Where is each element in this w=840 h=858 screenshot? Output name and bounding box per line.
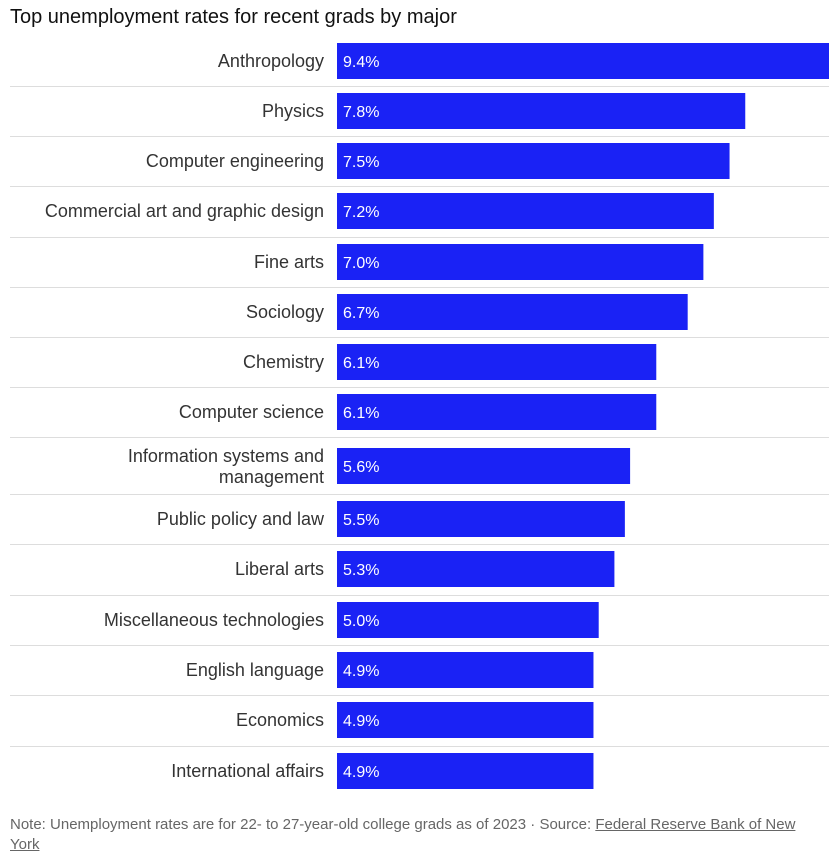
category-label: International affairs [171, 761, 324, 781]
bar [337, 702, 594, 738]
bar-value-label: 6.1% [343, 355, 379, 372]
bar-value-label: 9.4% [343, 54, 379, 71]
category-label: Anthropology [218, 51, 324, 71]
category-label: Liberal arts [235, 559, 324, 579]
category-label: Chemistry [243, 352, 324, 372]
bar [337, 602, 599, 638]
bar-value-label: 5.5% [343, 512, 379, 529]
bar-value-label: 7.0% [343, 255, 379, 272]
footnote-note: Note: Unemployment rates are for 22- to … [10, 816, 527, 833]
category-label: Public policy and law [157, 509, 325, 529]
bar [337, 294, 688, 330]
bar [337, 143, 730, 179]
category-label: Computer science [179, 402, 324, 422]
bar [337, 652, 594, 688]
category-label: English language [186, 660, 324, 680]
bar-value-label: 7.2% [343, 204, 379, 221]
category-label: Miscellaneous technologies [104, 610, 324, 630]
bar [337, 244, 704, 280]
bar-value-label: 5.0% [343, 613, 379, 630]
footnote-separator: · [526, 816, 540, 833]
bar-value-label: 7.8% [343, 104, 379, 121]
bar [337, 501, 625, 537]
category-label: Economics [236, 710, 324, 730]
category-label: Fine arts [254, 252, 324, 272]
category-label: Physics [262, 101, 324, 121]
bar [337, 193, 714, 229]
footnote-source-prefix: Source: [539, 816, 596, 833]
category-label: Computer engineering [146, 151, 324, 171]
category-label: Sociology [246, 302, 324, 322]
bar-value-label: 5.3% [343, 562, 379, 579]
bar [337, 551, 615, 587]
bar [337, 394, 657, 430]
bar-value-label: 5.6% [343, 459, 379, 476]
bar-value-label: 4.9% [343, 663, 379, 680]
source-link[interactable]: Federal Reserve Bank of New York [10, 816, 796, 853]
category-label: Information systems and management [128, 446, 324, 487]
bar [337, 43, 829, 79]
bar-value-label: 6.7% [343, 305, 379, 322]
footnote: Note: Unemployment rates are for 22- to … [10, 815, 825, 855]
bar [337, 753, 594, 789]
bar-value-label: 7.5% [343, 154, 379, 171]
category-label: Commercial art and graphic design [45, 201, 324, 221]
bar-value-label: 6.1% [343, 405, 379, 422]
bar-value-label: 4.9% [343, 764, 379, 781]
bar [337, 448, 631, 484]
bar [337, 344, 657, 380]
bar-chart: 9.4% Anthropology 7.8% Physics 7.5% Computer … [10, 43, 829, 789]
bar-value-label: 4.9% [343, 713, 379, 730]
bar [337, 93, 746, 129]
chart-title: Top unemployment rates for recent grads … [10, 6, 457, 28]
